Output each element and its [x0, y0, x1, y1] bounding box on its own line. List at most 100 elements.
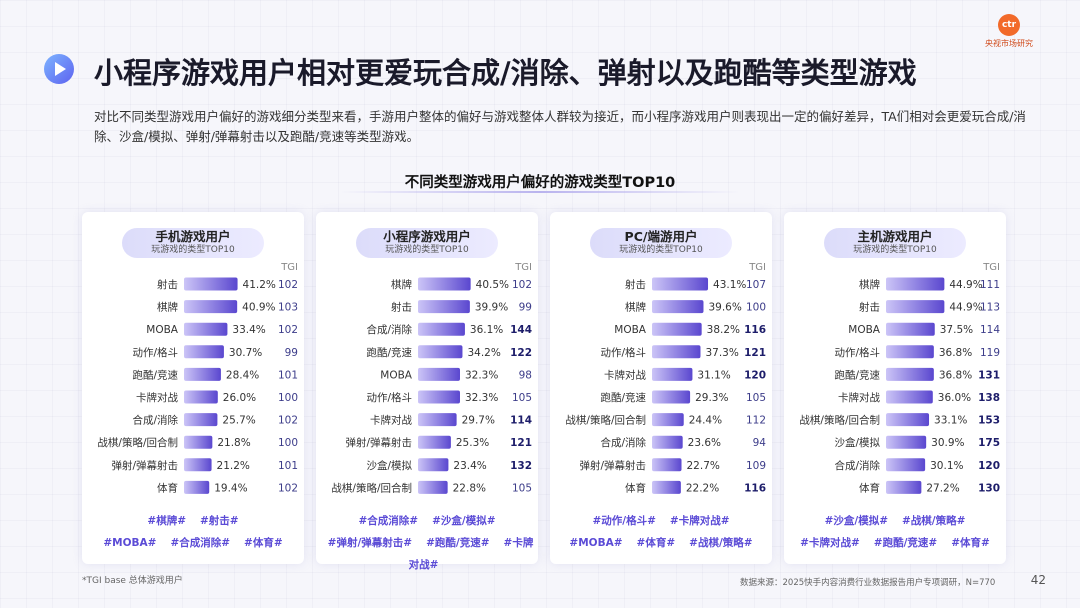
panel-pc: PC/端游用户 玩游戏的类型TOP10 TGI 射击 43.1% 107 棋牌 39.6…	[550, 212, 772, 564]
panel-header: 手机游戏用户 玩游戏的类型TOP10	[122, 228, 264, 258]
page-title: 小程序游戏用户相对更爱玩合成/消除、弹射以及跑酷等类型游戏	[94, 56, 917, 90]
bar-chart: 射击 43.1% 107 棋牌 39.6% 100 MOBA 38.2% 116 动作/格斗 37.…	[565, 277, 767, 494]
bar	[418, 322, 465, 336]
tag-row: #弹射/弹幕射击# #跑酷/竞速# #卡牌对战#	[316, 532, 538, 576]
value-label: 23.4%	[453, 460, 486, 472]
category-label: 合成/消除	[132, 414, 178, 427]
game-type-tag: #动作/格斗#	[592, 515, 656, 527]
tgi-column-header: TGI	[983, 262, 1000, 273]
bar	[418, 277, 471, 291]
value-label: 19.4%	[214, 482, 247, 494]
bar	[886, 435, 927, 449]
game-type-tag: #MOBA#	[103, 537, 157, 549]
value-label: 26.0%	[223, 392, 256, 404]
tag-list: #合成消除# #沙盒/模拟# #弹射/弹幕射击# #跑酷/竞速# #卡牌对战#	[316, 510, 538, 576]
tgi-value: 153	[978, 415, 1000, 427]
game-type-tag: #体育#	[244, 537, 283, 549]
value-label: 37.3%	[705, 347, 738, 359]
game-type-tag: #卡牌对战#	[408, 537, 534, 571]
category-label: 卡牌对战	[370, 414, 412, 427]
tgi-value: 120	[744, 369, 766, 381]
category-label: 棋牌	[391, 278, 412, 291]
tgi-value: 99	[285, 347, 298, 359]
value-label: 29.7%	[462, 415, 495, 427]
tag-row: #棋牌# #射击#	[82, 510, 304, 532]
tgi-value: 121	[744, 347, 766, 359]
value-label: 34.2%	[467, 347, 500, 359]
game-type-tag: #合成消除#	[170, 537, 231, 549]
tgi-value: 94	[753, 437, 767, 449]
bar	[184, 277, 238, 291]
tgi-value: 111	[980, 279, 1000, 291]
tgi-value: 100	[278, 437, 298, 449]
category-label: 射击	[625, 278, 646, 291]
panel-subtitle: 玩游戏的类型TOP10	[151, 245, 235, 255]
tgi-value: 114	[980, 324, 1000, 336]
value-label: 36.8%	[939, 369, 972, 381]
bar	[652, 435, 683, 449]
brand-logo: ctr 央视市场研究	[974, 12, 1044, 52]
tgi-value: 102	[278, 279, 298, 291]
value-label: 33.1%	[934, 415, 967, 427]
category-label: 跑酷/竞速	[834, 368, 880, 381]
chart-panels: 手机游戏用户 玩游戏的类型TOP10 TGI 射击 41.2% 102 棋牌 40.9%…	[82, 212, 1006, 571]
value-label: 32.3%	[465, 392, 498, 404]
game-type-tag: #跑酷/竞速#	[426, 537, 490, 549]
bar	[886, 458, 926, 472]
tgi-value: 102	[278, 324, 298, 336]
bar	[418, 458, 449, 472]
panel-title: 主机游戏用户	[857, 229, 933, 244]
tgi-value: 105	[746, 392, 766, 404]
bar	[418, 345, 463, 359]
tgi-value: 112	[746, 415, 766, 427]
intro-paragraph: 对比不同类型游戏用户偏好的游戏细分类型来看，手游用户整体的偏好与游戏整体人群较为…	[94, 109, 1026, 144]
tgi-value: 131	[978, 369, 1000, 381]
category-label: 卡牌对战	[136, 391, 178, 404]
value-label: 25.3%	[456, 437, 489, 449]
value-label: 30.9%	[931, 437, 964, 449]
bar	[886, 345, 934, 359]
category-label: MOBA	[614, 324, 647, 336]
tag-row: #合成消除# #沙盒/模拟#	[316, 510, 538, 532]
category-label: 跑酷/竞速	[132, 368, 178, 381]
value-label: 28.4%	[226, 369, 259, 381]
value-label: 30.1%	[930, 460, 963, 472]
tag-row: #卡牌对战# #跑酷/竞速# #体育#	[784, 532, 1006, 554]
category-label: 合成/消除	[366, 323, 412, 336]
category-label: 沙盒/模拟	[834, 436, 880, 449]
category-label: 体育	[625, 481, 646, 494]
bar	[418, 390, 460, 404]
panel-subtitle: 玩游戏的类型TOP10	[619, 245, 703, 255]
game-type-tag: #MOBA#	[569, 537, 623, 549]
bar	[886, 367, 934, 381]
value-label: 38.2%	[707, 324, 740, 336]
value-label: 43.1%	[713, 279, 746, 291]
panel-subtitle: 玩游戏的类型TOP10	[385, 245, 469, 255]
game-type-tag: #卡牌对战#	[800, 537, 860, 549]
tag-list: #沙盒/模拟# #战棋/策略# #卡牌对战# #跑酷/竞速# #体育#	[784, 510, 1006, 554]
bar	[418, 480, 448, 494]
tgi-value: 98	[519, 369, 532, 381]
category-label: 沙盒/模拟	[366, 459, 412, 472]
category-label: 体育	[859, 481, 880, 494]
tgi-value: 122	[510, 347, 532, 359]
bar	[184, 345, 224, 359]
bar	[652, 322, 702, 336]
game-type-tag: #卡牌对战#	[669, 515, 730, 527]
tgi-value: 119	[980, 347, 1000, 359]
value-label: 36.1%	[470, 324, 503, 336]
value-label: 22.8%	[453, 482, 486, 494]
bar	[184, 435, 213, 449]
panel-header: 主机游戏用户 玩游戏的类型TOP10	[824, 228, 966, 258]
bar	[886, 480, 922, 494]
category-label: 战棋/策略/回合制	[799, 414, 880, 427]
category-label: 动作/格斗	[132, 346, 178, 359]
tag-list: #棋牌# #射击# #MOBA# #合成消除# #体育#	[82, 510, 304, 554]
value-label: 22.7%	[687, 460, 720, 472]
category-label: 射击	[391, 301, 412, 314]
chart-title-underline	[340, 191, 740, 193]
data-source: 数据来源：2025快手内容消费行业数据报告用户专项调研，N=770	[740, 578, 996, 588]
category-label: MOBA	[848, 324, 881, 336]
bar	[652, 300, 704, 314]
